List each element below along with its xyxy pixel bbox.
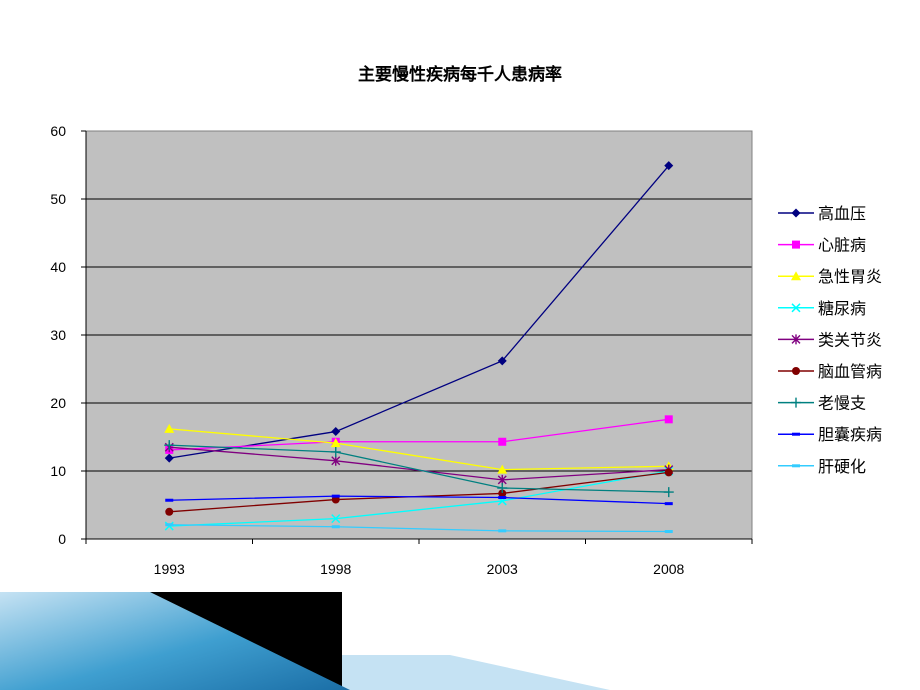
series-9 — [165, 523, 673, 534]
data-point — [498, 489, 507, 498]
series-line — [169, 524, 669, 533]
decor-light-band — [340, 655, 610, 690]
series-layer — [164, 161, 674, 534]
legend-marker — [792, 367, 800, 375]
data-point — [664, 161, 674, 171]
series-line — [169, 418, 669, 451]
data-point — [165, 498, 174, 502]
data-point — [330, 438, 341, 448]
series-line — [169, 444, 669, 493]
x-tick-label: 1998 — [320, 561, 351, 577]
data-point — [164, 453, 174, 463]
series-8 — [165, 494, 673, 506]
data-point — [331, 514, 341, 524]
y-tick-label: 20 — [50, 395, 66, 411]
legend-marker — [791, 271, 801, 281]
legend-label: 急性胃炎 — [818, 267, 882, 286]
legend-label: 脑血管病 — [818, 362, 882, 381]
legend-marker — [792, 240, 800, 249]
data-point — [497, 356, 507, 366]
legend-label: 高血压 — [818, 204, 866, 223]
data-point — [497, 464, 508, 474]
data-point — [331, 427, 341, 437]
data-point — [498, 496, 507, 500]
legend-marker — [791, 208, 801, 218]
data-point — [165, 523, 174, 527]
x-tick-label: 2003 — [487, 561, 518, 577]
y-tick-label: 30 — [50, 327, 66, 343]
data-point — [664, 468, 673, 477]
data-point — [331, 455, 341, 466]
series-line — [169, 495, 669, 505]
series-line — [169, 428, 669, 471]
legend-label: 肝硬化 — [818, 457, 866, 476]
data-point — [498, 529, 507, 533]
legend-item: 胆囊疾病 — [778, 425, 882, 444]
legend-item: 心脏病 — [778, 236, 866, 255]
legend-label: 糖尿病 — [818, 299, 866, 318]
data-point — [664, 530, 673, 534]
y-tick-label: 0 — [58, 531, 66, 547]
legend-marker — [791, 397, 801, 408]
series-line — [169, 470, 669, 527]
legend-marker — [791, 303, 801, 313]
y-tick-label: 50 — [50, 191, 66, 207]
legend-item: 高血压 — [778, 204, 866, 223]
legend-item: 急性胃炎 — [778, 267, 882, 286]
legend-label: 类关节炎 — [818, 330, 882, 349]
legend-label: 胆囊疾病 — [818, 425, 882, 444]
legend-marker — [792, 464, 800, 468]
data-point — [664, 415, 673, 424]
legend-item: 脑血管病 — [778, 362, 882, 381]
data-point — [331, 494, 340, 498]
legend-marker — [791, 334, 801, 345]
decorative-band — [0, 592, 610, 690]
legend-label: 老慢支 — [818, 394, 866, 413]
y-tick-label: 10 — [50, 463, 66, 479]
data-point — [165, 507, 174, 516]
data-point — [664, 502, 673, 506]
data-point — [330, 446, 341, 457]
plot-area — [85, 130, 753, 540]
data-point — [331, 525, 340, 529]
y-tick-label: 40 — [50, 259, 66, 275]
y-tick-label: 60 — [50, 123, 66, 139]
data-point — [498, 437, 507, 446]
series-1 — [164, 161, 674, 463]
decor-blue-wedge — [0, 592, 350, 690]
legend-item: 糖尿病 — [778, 299, 866, 318]
legend-label: 心脏病 — [818, 236, 866, 255]
legend-item: 老慢支 — [778, 394, 866, 413]
chart-title: 主要慢性疾病每千人患病率 — [358, 65, 562, 85]
data-point — [497, 483, 508, 493]
x-tick-label: 1993 — [154, 561, 185, 577]
series-7 — [164, 440, 674, 498]
data-point — [164, 440, 175, 451]
legend-item: 类关节炎 — [778, 330, 882, 349]
x-tick-label: 2008 — [653, 561, 684, 577]
axes: 0 10 20 30 40 50 60 1993 1998 2003 2008 — [50, 123, 753, 577]
data-point — [663, 487, 674, 498]
data-point — [164, 423, 175, 433]
series-line — [169, 165, 670, 459]
legend-item: 肝硬化 — [778, 457, 866, 476]
legend-marker — [792, 432, 800, 436]
